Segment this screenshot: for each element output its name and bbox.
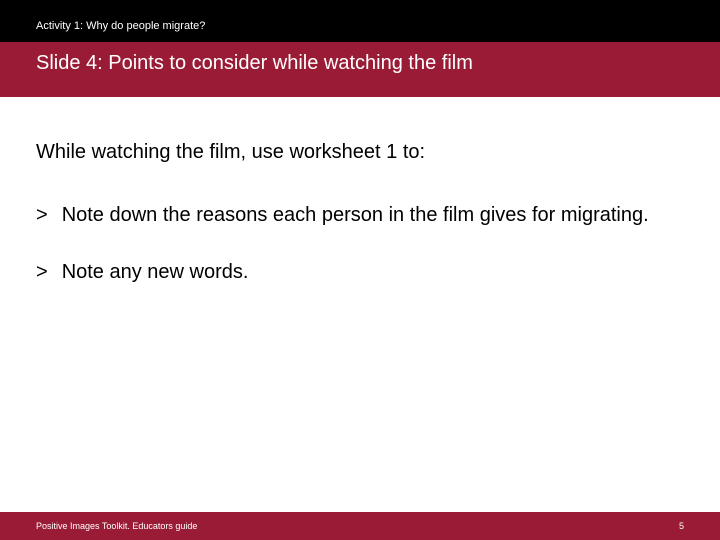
footer-page-number: 5 bbox=[679, 521, 684, 531]
bullet-marker-icon: > bbox=[36, 261, 48, 284]
slide-container: Activity 1: Why do people migrate? Slide… bbox=[0, 0, 720, 540]
bullet-text: Note down the reasons each person in the… bbox=[62, 204, 649, 227]
header-title-bar: Slide 4: Points to consider while watchi… bbox=[0, 42, 720, 97]
footer-left-text: Positive Images Toolkit. Educators guide bbox=[36, 521, 197, 531]
activity-label: Activity 1: Why do people migrate? bbox=[36, 20, 684, 32]
bullet-marker-icon: > bbox=[36, 204, 48, 227]
footer-bar: Positive Images Toolkit. Educators guide… bbox=[0, 512, 720, 540]
header-top-bar: Activity 1: Why do people migrate? bbox=[0, 0, 720, 42]
list-item: > Note down the reasons each person in t… bbox=[36, 204, 684, 227]
slide-body: While watching the film, use worksheet 1… bbox=[0, 97, 720, 540]
slide-title: Slide 4: Points to consider while watchi… bbox=[36, 52, 684, 75]
intro-text: While watching the film, use worksheet 1… bbox=[36, 141, 684, 164]
bullet-list: > Note down the reasons each person in t… bbox=[36, 204, 684, 284]
bullet-text: Note any new words. bbox=[62, 261, 249, 284]
list-item: > Note any new words. bbox=[36, 261, 684, 284]
